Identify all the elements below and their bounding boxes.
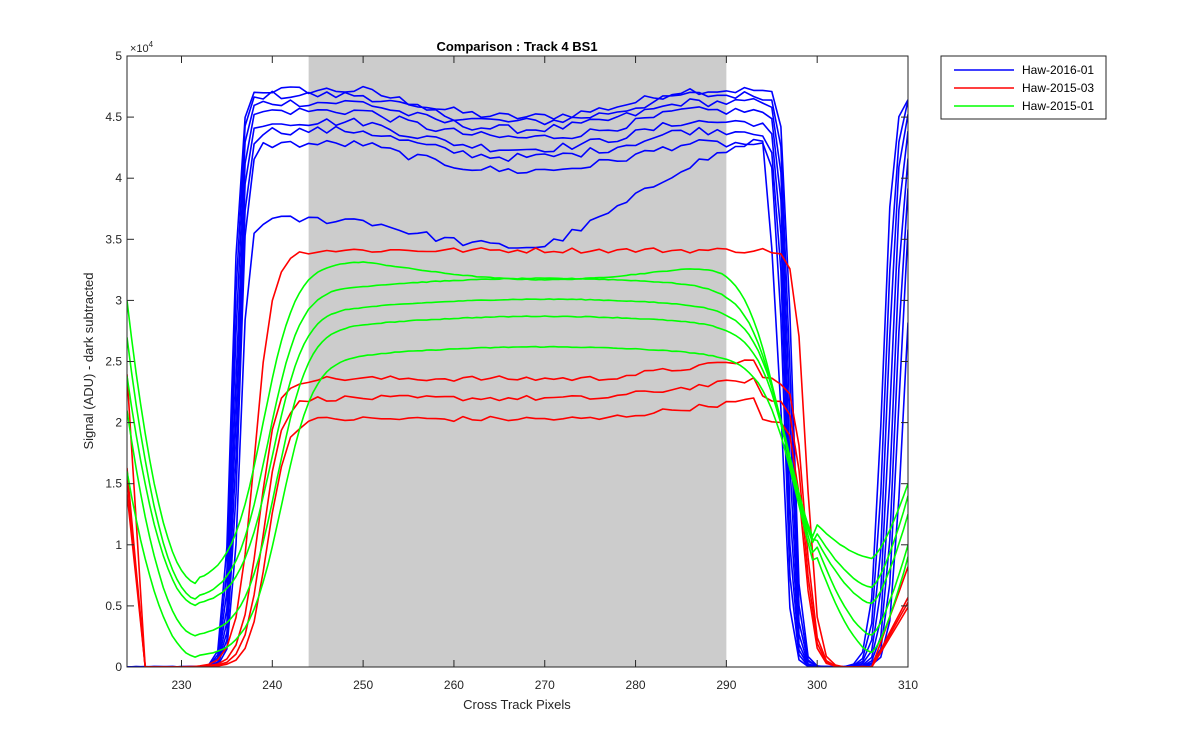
series-line-haw-2016-01 (127, 117, 908, 667)
shaded-region (308, 56, 727, 667)
y-exponent-power: 4 (149, 40, 154, 49)
y-tick-label: 1.5 (105, 477, 122, 491)
series-line-haw-2016-01 (127, 139, 908, 667)
legend: Haw-2016-01 Haw-2015-03 Haw-2015-01 (940, 55, 1107, 120)
y-tick-label: 5 (115, 49, 122, 63)
y-axis-label: Signal (ADU) - dark subtracted (81, 272, 96, 449)
x-tick-label: 290 (716, 678, 736, 692)
series-line-haw-2016-01 (127, 125, 908, 667)
x-tick-label: 280 (626, 678, 646, 692)
x-tick-label: 240 (262, 678, 282, 692)
series-line-haw-2015-01 (127, 315, 908, 637)
legend-label-haw-2016-01: Haw-2016-01 (1022, 63, 1094, 77)
series-line-haw-2016-01 (127, 138, 908, 667)
y-tick-label: 2 (115, 416, 122, 430)
series-line-haw-2016-01 (127, 90, 908, 667)
series-line-haw-2016-01 (127, 97, 908, 667)
y-tick-label: 4.5 (105, 110, 122, 124)
series-line-haw-2015-03 (127, 377, 908, 667)
series-line-haw-2015-01 (127, 298, 908, 607)
x-tick-label: 270 (535, 678, 555, 692)
y-exponent-label: ×104 (130, 40, 154, 55)
y-tick-label: 4 (115, 171, 122, 185)
series-line-haw-2015-03 (127, 247, 908, 667)
x-tick-label: 260 (444, 678, 464, 692)
x-tick-label: 230 (171, 678, 191, 692)
y-tick-label: 0 (115, 660, 122, 674)
x-tick-label: 300 (807, 678, 827, 692)
y-tick-label: 2.5 (105, 355, 122, 369)
series-line-haw-2016-01 (127, 106, 908, 667)
x-tick-label: 250 (353, 678, 373, 692)
x-axis-label: Cross Track Pixels (463, 697, 571, 712)
series-line-haw-2016-01 (127, 85, 908, 667)
y-tick-label: 0.5 (105, 599, 122, 613)
legend-label-haw-2015-01: Haw-2015-01 (1022, 99, 1094, 113)
series-line-haw-2015-03 (127, 397, 908, 667)
y-tick-label: 1 (115, 538, 122, 552)
y-tick-label: 3.5 (105, 232, 122, 246)
chart-title: Comparison : Track 4 BS1 (436, 39, 597, 54)
y-exponent-base: ×10 (130, 43, 149, 55)
series-line-haw-2015-01 (127, 345, 908, 658)
y-tick-label: 3 (115, 293, 122, 307)
series-line-haw-2015-03 (127, 359, 908, 667)
x-tick-label: 310 (898, 678, 918, 692)
legend-label-haw-2015-03: Haw-2015-03 (1022, 81, 1094, 95)
